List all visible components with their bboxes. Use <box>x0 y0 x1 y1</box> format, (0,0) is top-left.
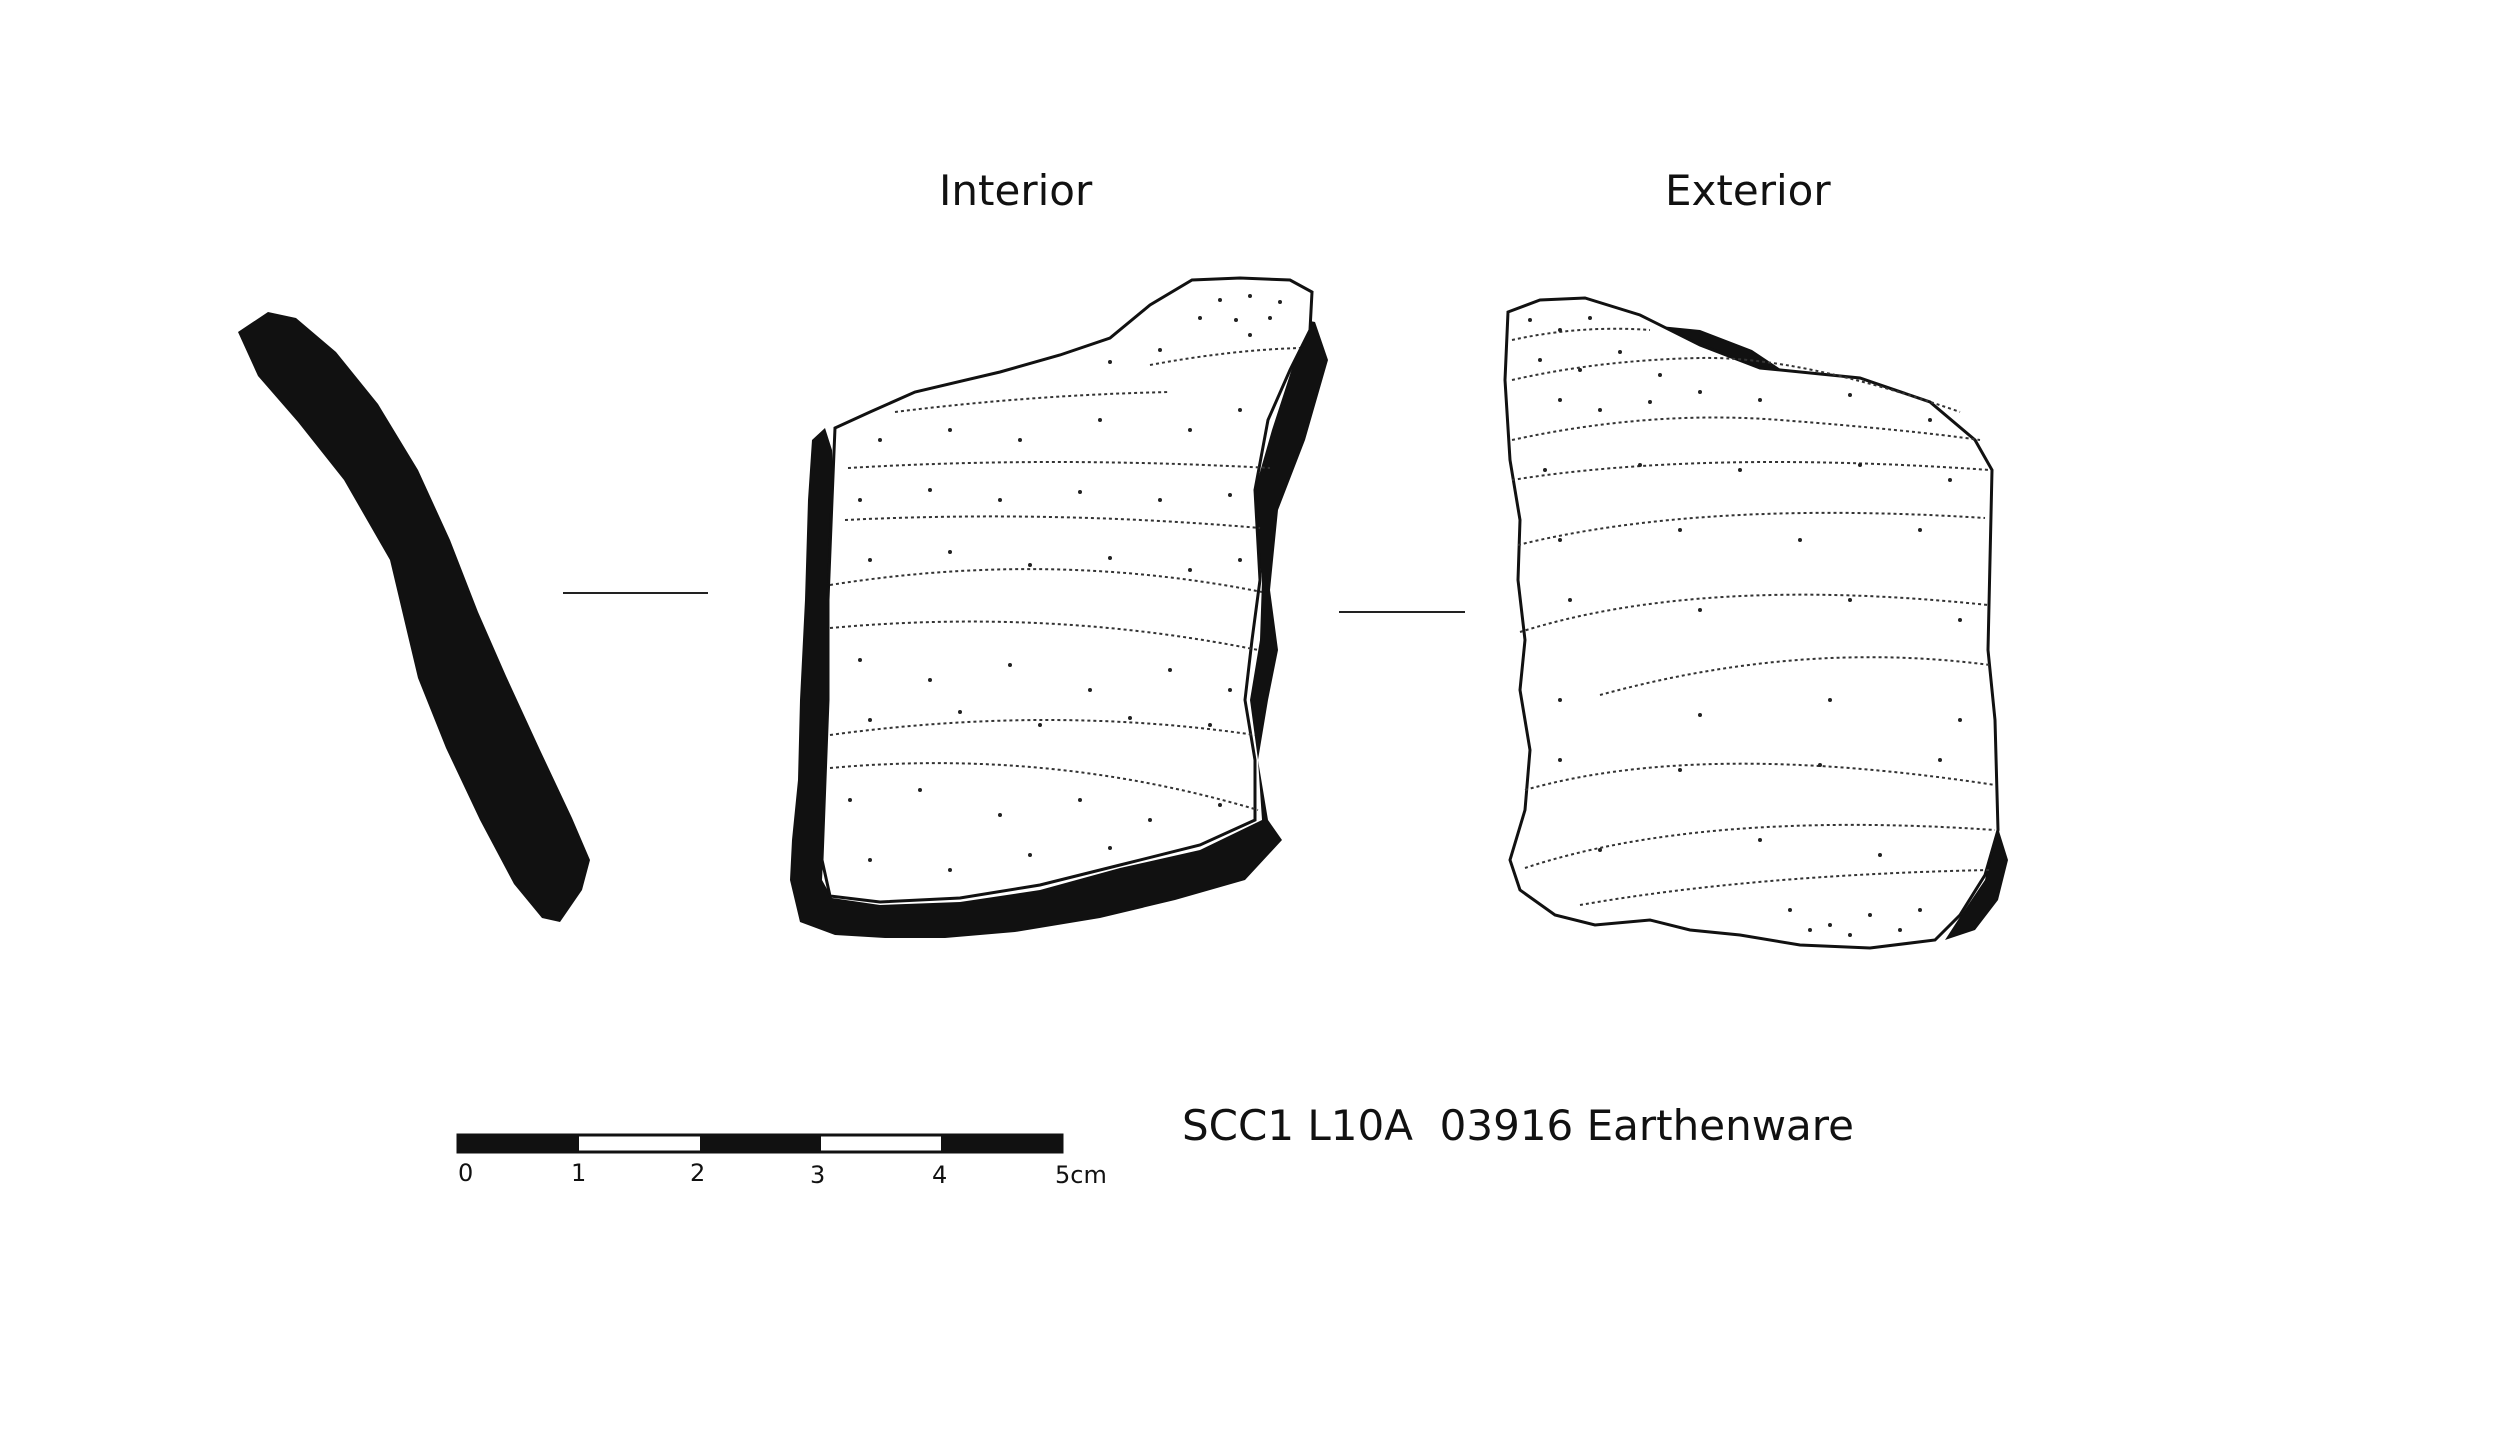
exterior-face <box>1503 296 2000 950</box>
scale-tick-label-0: 0 <box>458 1159 474 1187</box>
exterior-rilling-lines <box>1511 327 1996 906</box>
scale-bar <box>456 1133 1064 1154</box>
scale-tick-label-1: 1 <box>571 1159 587 1187</box>
interior-face <box>820 276 1314 904</box>
interior-view <box>790 276 1328 938</box>
interior-stipple <box>848 294 1282 872</box>
exterior-section-shadow-bottom <box>1945 828 2008 940</box>
scale-tick-label-4: 4 <box>932 1161 948 1189</box>
interior-label: Interior <box>939 166 1093 215</box>
sherd-profile-section <box>238 312 590 922</box>
exterior-view <box>1503 296 2008 950</box>
scale-segment-4-5 <box>941 1135 1062 1152</box>
catalog-caption: SCC1 L10A 03916 Earthenware <box>1182 1101 1854 1150</box>
exterior-label: Exterior <box>1665 166 1831 215</box>
scale-segment-2-3 <box>700 1135 821 1152</box>
interior-rilling-lines <box>829 347 1301 811</box>
scale-segment-0-1 <box>458 1135 579 1152</box>
scale-tick-label-3: 3 <box>810 1161 826 1189</box>
exterior-stipple <box>1528 316 1962 937</box>
scale-tick-label-5cm: 5cm <box>1055 1161 1107 1189</box>
scale-tick-label-2: 2 <box>690 1159 706 1187</box>
